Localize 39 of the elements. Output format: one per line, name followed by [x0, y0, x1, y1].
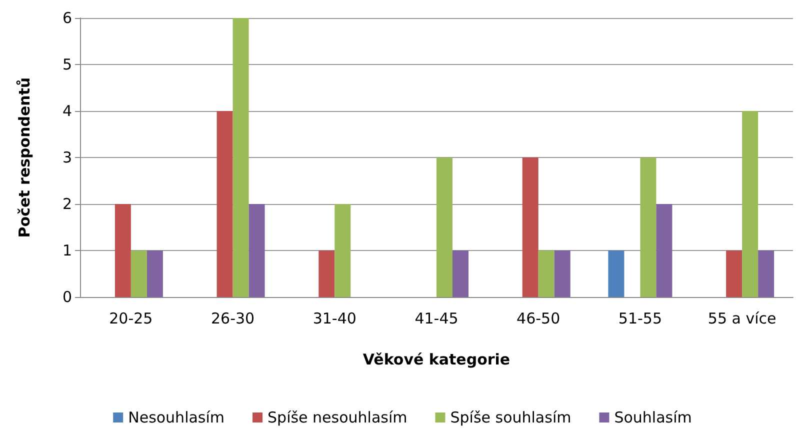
bar	[538, 250, 554, 297]
y-tick-label: 1	[62, 242, 72, 260]
x-tick-label: 46-50	[516, 310, 560, 328]
bar	[742, 111, 758, 297]
bar	[608, 250, 624, 297]
bar	[436, 158, 452, 297]
legend-label: Nesouhlasím	[128, 408, 225, 426]
y-tick-label: 0	[62, 288, 72, 306]
bar	[216, 111, 233, 297]
x-axis-title: Věkové kategorie	[362, 350, 510, 368]
bar	[726, 250, 742, 297]
bar	[554, 250, 570, 297]
y-tick-label: 3	[62, 148, 72, 166]
x-tick-label: 20-25	[109, 310, 153, 328]
y-axis-title: Počet respondentů	[16, 77, 34, 238]
bar	[522, 158, 538, 297]
bar	[318, 250, 335, 297]
x-tick-label: 26-30	[210, 310, 255, 328]
bar	[334, 204, 351, 297]
bar	[146, 250, 163, 297]
bar	[758, 250, 774, 297]
bar	[452, 250, 468, 297]
y-tick-label: 2	[62, 195, 72, 213]
legend-label: Souhlasím	[614, 408, 692, 426]
x-tick-label: 41-45	[414, 310, 458, 328]
y-tick-label: 5	[62, 56, 72, 74]
y-tick-label: 4	[62, 102, 72, 120]
bar	[248, 204, 265, 297]
bar	[656, 204, 672, 297]
bar	[130, 250, 147, 297]
y-tick-label: 6	[62, 9, 72, 27]
x-tick-label: 55 a více	[708, 310, 776, 328]
x-tick-label: 51-55	[618, 310, 662, 328]
bar	[232, 18, 249, 297]
bar	[114, 204, 131, 297]
legend-label: Spíše nesouhlasím	[268, 408, 408, 426]
legend-label: Spíše souhlasím	[450, 408, 572, 426]
x-tick-label: 31-40	[312, 310, 356, 328]
bar	[640, 158, 656, 297]
